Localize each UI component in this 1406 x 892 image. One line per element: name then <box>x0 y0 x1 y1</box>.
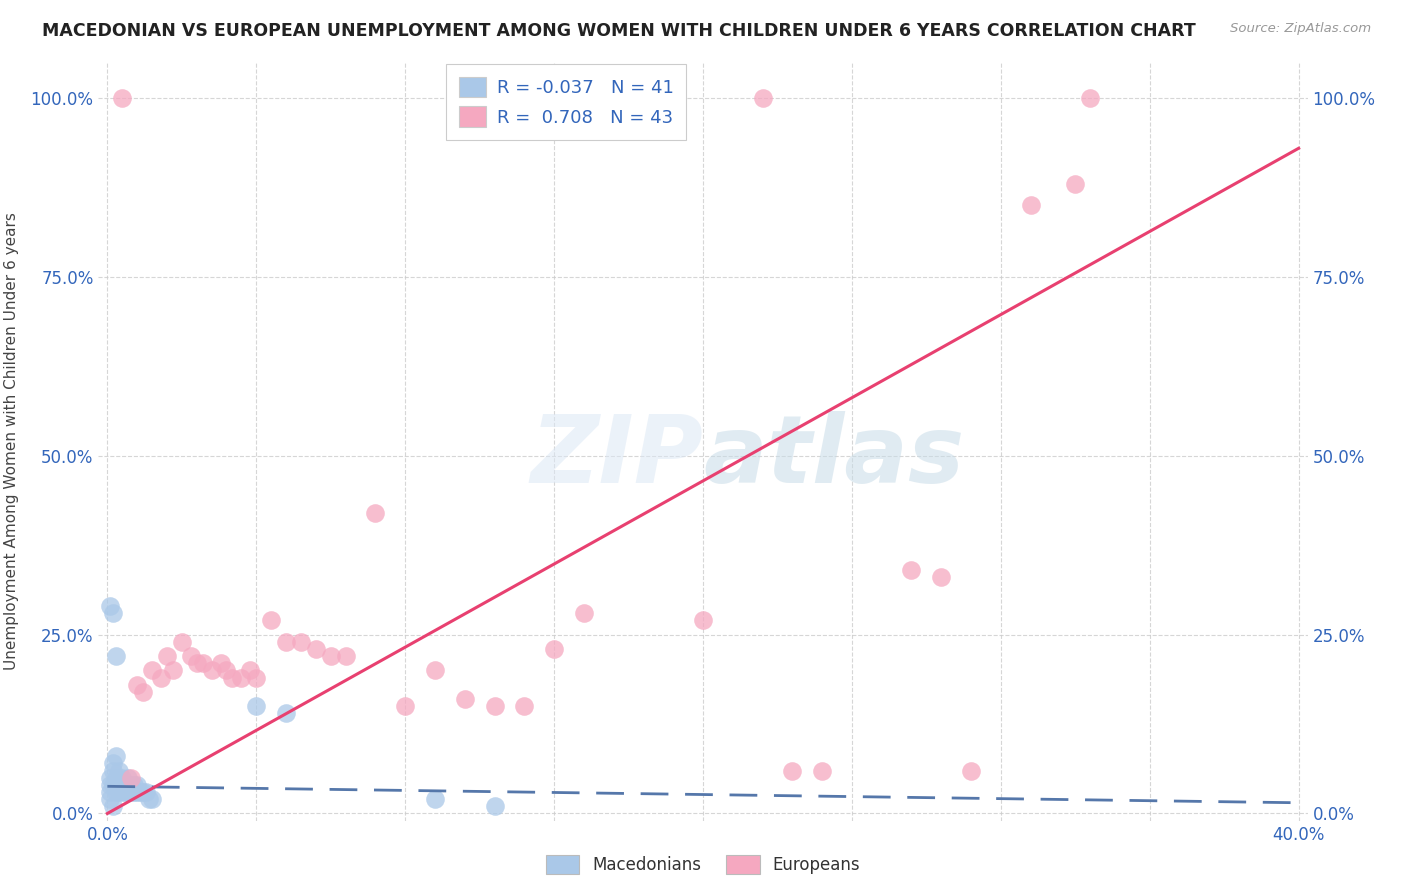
Point <box>394 699 416 714</box>
Point <box>260 613 283 627</box>
Point <box>127 785 149 799</box>
Point <box>200 664 222 678</box>
Point <box>122 785 145 799</box>
Point <box>782 764 804 778</box>
Point <box>138 792 160 806</box>
Point <box>751 91 773 105</box>
Point <box>103 764 125 778</box>
Point <box>103 756 125 771</box>
Point <box>543 642 565 657</box>
Point <box>114 778 136 792</box>
Point <box>108 764 131 778</box>
Point <box>127 778 149 792</box>
Point <box>98 599 121 613</box>
Point <box>149 671 172 685</box>
Point <box>111 778 134 792</box>
Point <box>423 792 446 806</box>
Point <box>692 613 714 627</box>
Point <box>274 635 297 649</box>
Point <box>111 785 134 799</box>
Point <box>454 692 477 706</box>
Point <box>305 642 328 657</box>
Legend: Macedonians, Europeans: Macedonians, Europeans <box>538 848 868 880</box>
Point <box>120 785 142 799</box>
Point <box>239 664 262 678</box>
Point <box>245 699 267 714</box>
Point <box>108 778 131 792</box>
Point <box>290 635 312 649</box>
Point <box>1078 91 1101 105</box>
Point <box>98 792 121 806</box>
Point <box>103 606 125 620</box>
Point <box>105 771 128 785</box>
Point <box>98 785 121 799</box>
Text: MACEDONIAN VS EUROPEAN UNEMPLOYMENT AMONG WOMEN WITH CHILDREN UNDER 6 YEARS CORR: MACEDONIAN VS EUROPEAN UNEMPLOYMENT AMON… <box>42 22 1197 40</box>
Point <box>572 606 595 620</box>
Point <box>132 785 155 799</box>
Point <box>274 706 297 721</box>
Point <box>484 699 506 714</box>
Point <box>120 771 142 785</box>
Point <box>209 657 232 671</box>
Point <box>108 785 131 799</box>
Text: atlas: atlas <box>703 410 965 503</box>
Point <box>117 785 139 799</box>
Point <box>141 664 163 678</box>
Point <box>170 635 193 649</box>
Point <box>423 664 446 678</box>
Point <box>129 785 152 799</box>
Point <box>117 778 139 792</box>
Point <box>120 778 142 792</box>
Point <box>162 664 184 678</box>
Point <box>105 778 128 792</box>
Point <box>180 649 202 664</box>
Point <box>231 671 253 685</box>
Point <box>111 771 134 785</box>
Y-axis label: Unemployment Among Women with Children Under 6 years: Unemployment Among Women with Children U… <box>4 212 20 671</box>
Text: Source: ZipAtlas.com: Source: ZipAtlas.com <box>1230 22 1371 36</box>
Point <box>900 563 922 577</box>
Point <box>484 799 506 814</box>
Point <box>364 506 387 520</box>
Point <box>127 678 149 692</box>
Point <box>122 778 145 792</box>
Point <box>105 649 128 664</box>
Point <box>335 649 357 664</box>
Point <box>513 699 536 714</box>
Point <box>117 771 139 785</box>
Point <box>1064 177 1087 191</box>
Point <box>186 657 208 671</box>
Point <box>105 785 128 799</box>
Point <box>103 799 125 814</box>
Point <box>960 764 983 778</box>
Point <box>1019 198 1042 212</box>
Point <box>141 792 163 806</box>
Point <box>811 764 834 778</box>
Point <box>114 785 136 799</box>
Point <box>215 664 238 678</box>
Point <box>156 649 179 664</box>
Point <box>191 657 214 671</box>
Point <box>111 91 134 105</box>
Point <box>98 778 121 792</box>
Text: ZIP: ZIP <box>530 410 703 503</box>
Point <box>103 778 125 792</box>
Point <box>135 785 157 799</box>
Point <box>105 749 128 764</box>
Point <box>245 671 267 685</box>
Point <box>98 771 121 785</box>
Point <box>319 649 342 664</box>
Point <box>929 570 952 584</box>
Point <box>132 685 155 699</box>
Point <box>221 671 243 685</box>
